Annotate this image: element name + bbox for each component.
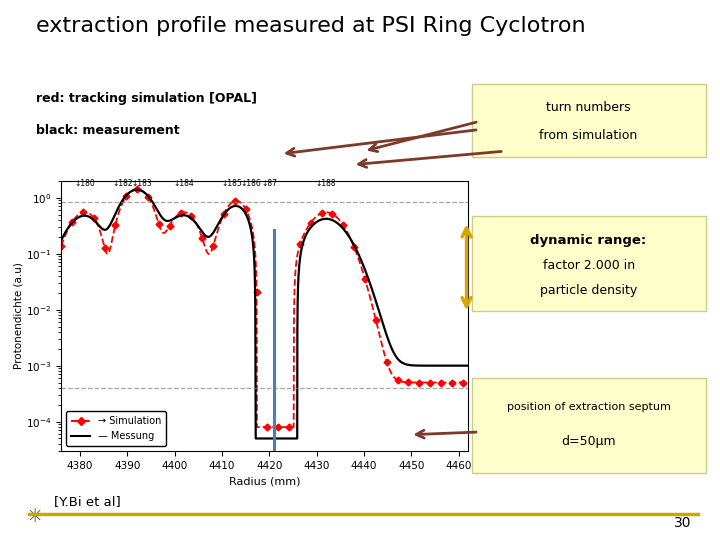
Messung [57,237,66,244]
Messung [230,202,239,209]
Simulation [213,228,222,235]
Text: black: measurement: black: measurement [36,124,179,137]
Text: ✳: ✳ [27,508,44,526]
Messung [251,435,260,442]
Simulation [412,379,420,386]
Simulation [127,187,136,194]
Messung [132,186,141,193]
Simulation [456,379,464,386]
Simulation [253,424,261,430]
Text: from simulation: from simulation [539,129,638,142]
Simulation [230,198,239,204]
Text: ↓180: ↓180 [74,179,95,188]
Text: position of extraction septum: position of extraction septum [507,402,670,412]
Simulation [57,242,66,249]
Text: ↓183: ↓183 [131,179,152,188]
Text: 30: 30 [674,516,691,530]
Text: turn numbers: turn numbers [546,101,631,114]
Messung [456,362,464,369]
Text: ↓87: ↓87 [261,179,277,188]
Simulation [464,379,472,386]
Text: [Y.Bi et al]: [Y.Bi et al] [54,495,121,508]
Messung [464,362,472,369]
Text: extraction profile measured at PSI Ring Cyclotron: extraction profile measured at PSI Ring … [36,16,585,36]
Text: ↓182: ↓182 [112,179,133,188]
Text: dynamic range:: dynamic range: [531,234,647,247]
X-axis label: Radius (mm): Radius (mm) [229,476,300,486]
Simulation [132,186,141,192]
Messung [127,188,136,194]
Line: Simulation: Simulation [59,187,470,429]
Y-axis label: Protonendichte (a.u): Protonendichte (a.u) [13,262,23,369]
Line: Messung: Messung [61,190,468,438]
Text: ↓185: ↓185 [221,179,242,188]
Messung [103,225,112,232]
Simulation [103,251,112,257]
Text: d=50μm: d=50μm [562,435,616,449]
Text: ↓184: ↓184 [174,179,194,188]
Messung [213,222,222,229]
Text: ↓186: ↓186 [240,179,261,188]
Text: ↓188: ↓188 [316,179,336,188]
Text: factor 2.000 in: factor 2.000 in [543,259,634,272]
Text: particle density: particle density [540,284,637,296]
Text: red: tracking simulation [OPAL]: red: tracking simulation [OPAL] [36,92,257,105]
Legend: → Simulation, — Messung: → Simulation, — Messung [66,411,166,446]
Messung [412,362,420,369]
